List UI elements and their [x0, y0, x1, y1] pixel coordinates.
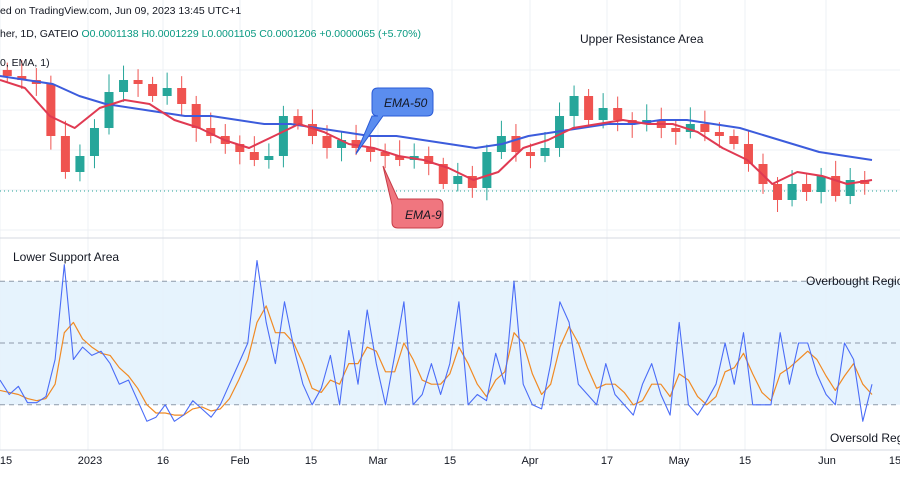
symbol-label: her, 1D, GATEIO — [0, 28, 79, 40]
ema9-label: EMA-9 — [405, 208, 442, 222]
candle-body — [322, 136, 332, 148]
symbol-info: her, 1D, GATEIO O0.0001138 H0.0001229 L0… — [0, 28, 421, 40]
candle-body — [366, 148, 376, 152]
candle-body — [307, 124, 317, 136]
x-tick-label: 15 — [0, 455, 12, 467]
candle-body — [17, 76, 27, 80]
upper-resistance-label: Upper Resistance Area — [580, 32, 704, 46]
candle-body — [540, 148, 550, 156]
candle-body — [104, 92, 114, 128]
candle-body — [700, 124, 710, 132]
ohlc-open: O0.0001138 — [81, 28, 139, 40]
candle-body — [569, 96, 579, 116]
candle-body — [816, 176, 826, 192]
candle-body — [249, 152, 259, 160]
candle-body — [729, 136, 739, 144]
candle-body — [177, 88, 187, 104]
x-tick-label: 15 — [889, 455, 900, 467]
ohlc-change: +0.0000065 (+5.70%) — [319, 28, 421, 40]
candle-body — [511, 136, 521, 152]
candle-body — [89, 128, 99, 156]
oscillator-d-line — [0, 305, 873, 416]
x-tick-label: 15 — [444, 455, 456, 467]
candle-body — [671, 128, 681, 132]
candle-body — [351, 140, 361, 148]
candle-body — [453, 176, 463, 184]
candle-body — [119, 80, 129, 92]
ema9-line — [0, 79, 873, 185]
candle-body — [685, 124, 695, 132]
lower-support-label: Lower Support Area — [13, 250, 120, 264]
candle-body — [802, 184, 812, 192]
x-tick-label: 2023 — [78, 455, 102, 467]
candle-body — [235, 144, 245, 152]
candle-body — [278, 116, 288, 156]
candle-body — [845, 180, 855, 196]
ohlc-close: C0.0001206 — [259, 28, 317, 40]
candle-body — [584, 96, 594, 120]
candle-body — [831, 176, 841, 196]
candle-body — [60, 136, 70, 172]
candle-body — [395, 156, 405, 160]
candle-body — [438, 164, 448, 184]
candle-body — [133, 80, 143, 84]
ohlc-high: H0.0001229 — [141, 28, 199, 40]
candle-body — [293, 116, 303, 124]
ohlc-low: L0.0001105 — [201, 28, 257, 40]
candle-body — [75, 156, 85, 172]
published-info: ed on TradingView.com, Jun 09, 2023 13:4… — [0, 5, 242, 17]
candle-body — [2, 69, 12, 76]
x-tick-label: 17 — [601, 455, 613, 467]
x-tick-label: May — [669, 455, 690, 467]
candle-body — [787, 184, 797, 200]
candle-body — [598, 108, 608, 120]
candle-body — [714, 132, 724, 136]
candle-body — [613, 108, 623, 120]
candle-body — [162, 88, 172, 96]
ema50-callout-shape — [355, 87, 434, 155]
candle-body — [743, 144, 753, 164]
ema-indicator-label: 0, EMA, 1) — [0, 57, 50, 69]
overbought-label: Overbought Regio — [806, 274, 900, 288]
candle-body — [482, 152, 492, 188]
x-tick-label: Apr — [521, 455, 538, 467]
x-tick-label: 16 — [157, 455, 169, 467]
candle-body — [773, 184, 783, 200]
candle-body — [525, 152, 535, 156]
ema50-line — [0, 75, 873, 161]
oversold-label: Oversold Regi — [830, 431, 900, 445]
candle-body — [467, 176, 477, 188]
ema9-callout-shape — [382, 165, 444, 229]
x-tick-label: 15 — [305, 455, 317, 467]
candle-body — [424, 156, 434, 164]
x-tick-label: Feb — [231, 455, 250, 467]
x-tick-label: 15 — [739, 455, 751, 467]
candle-body — [148, 84, 158, 96]
x-tick-label: Jun — [818, 455, 836, 467]
ema50-label: EMA-50 — [384, 96, 428, 110]
candle-body — [264, 156, 274, 160]
candle-body — [46, 84, 56, 136]
candle-body — [206, 128, 216, 136]
candle-body — [380, 152, 390, 156]
x-tick-label: Mar — [369, 455, 388, 467]
candle-body — [337, 140, 347, 148]
oscillator-k-line — [0, 260, 873, 422]
